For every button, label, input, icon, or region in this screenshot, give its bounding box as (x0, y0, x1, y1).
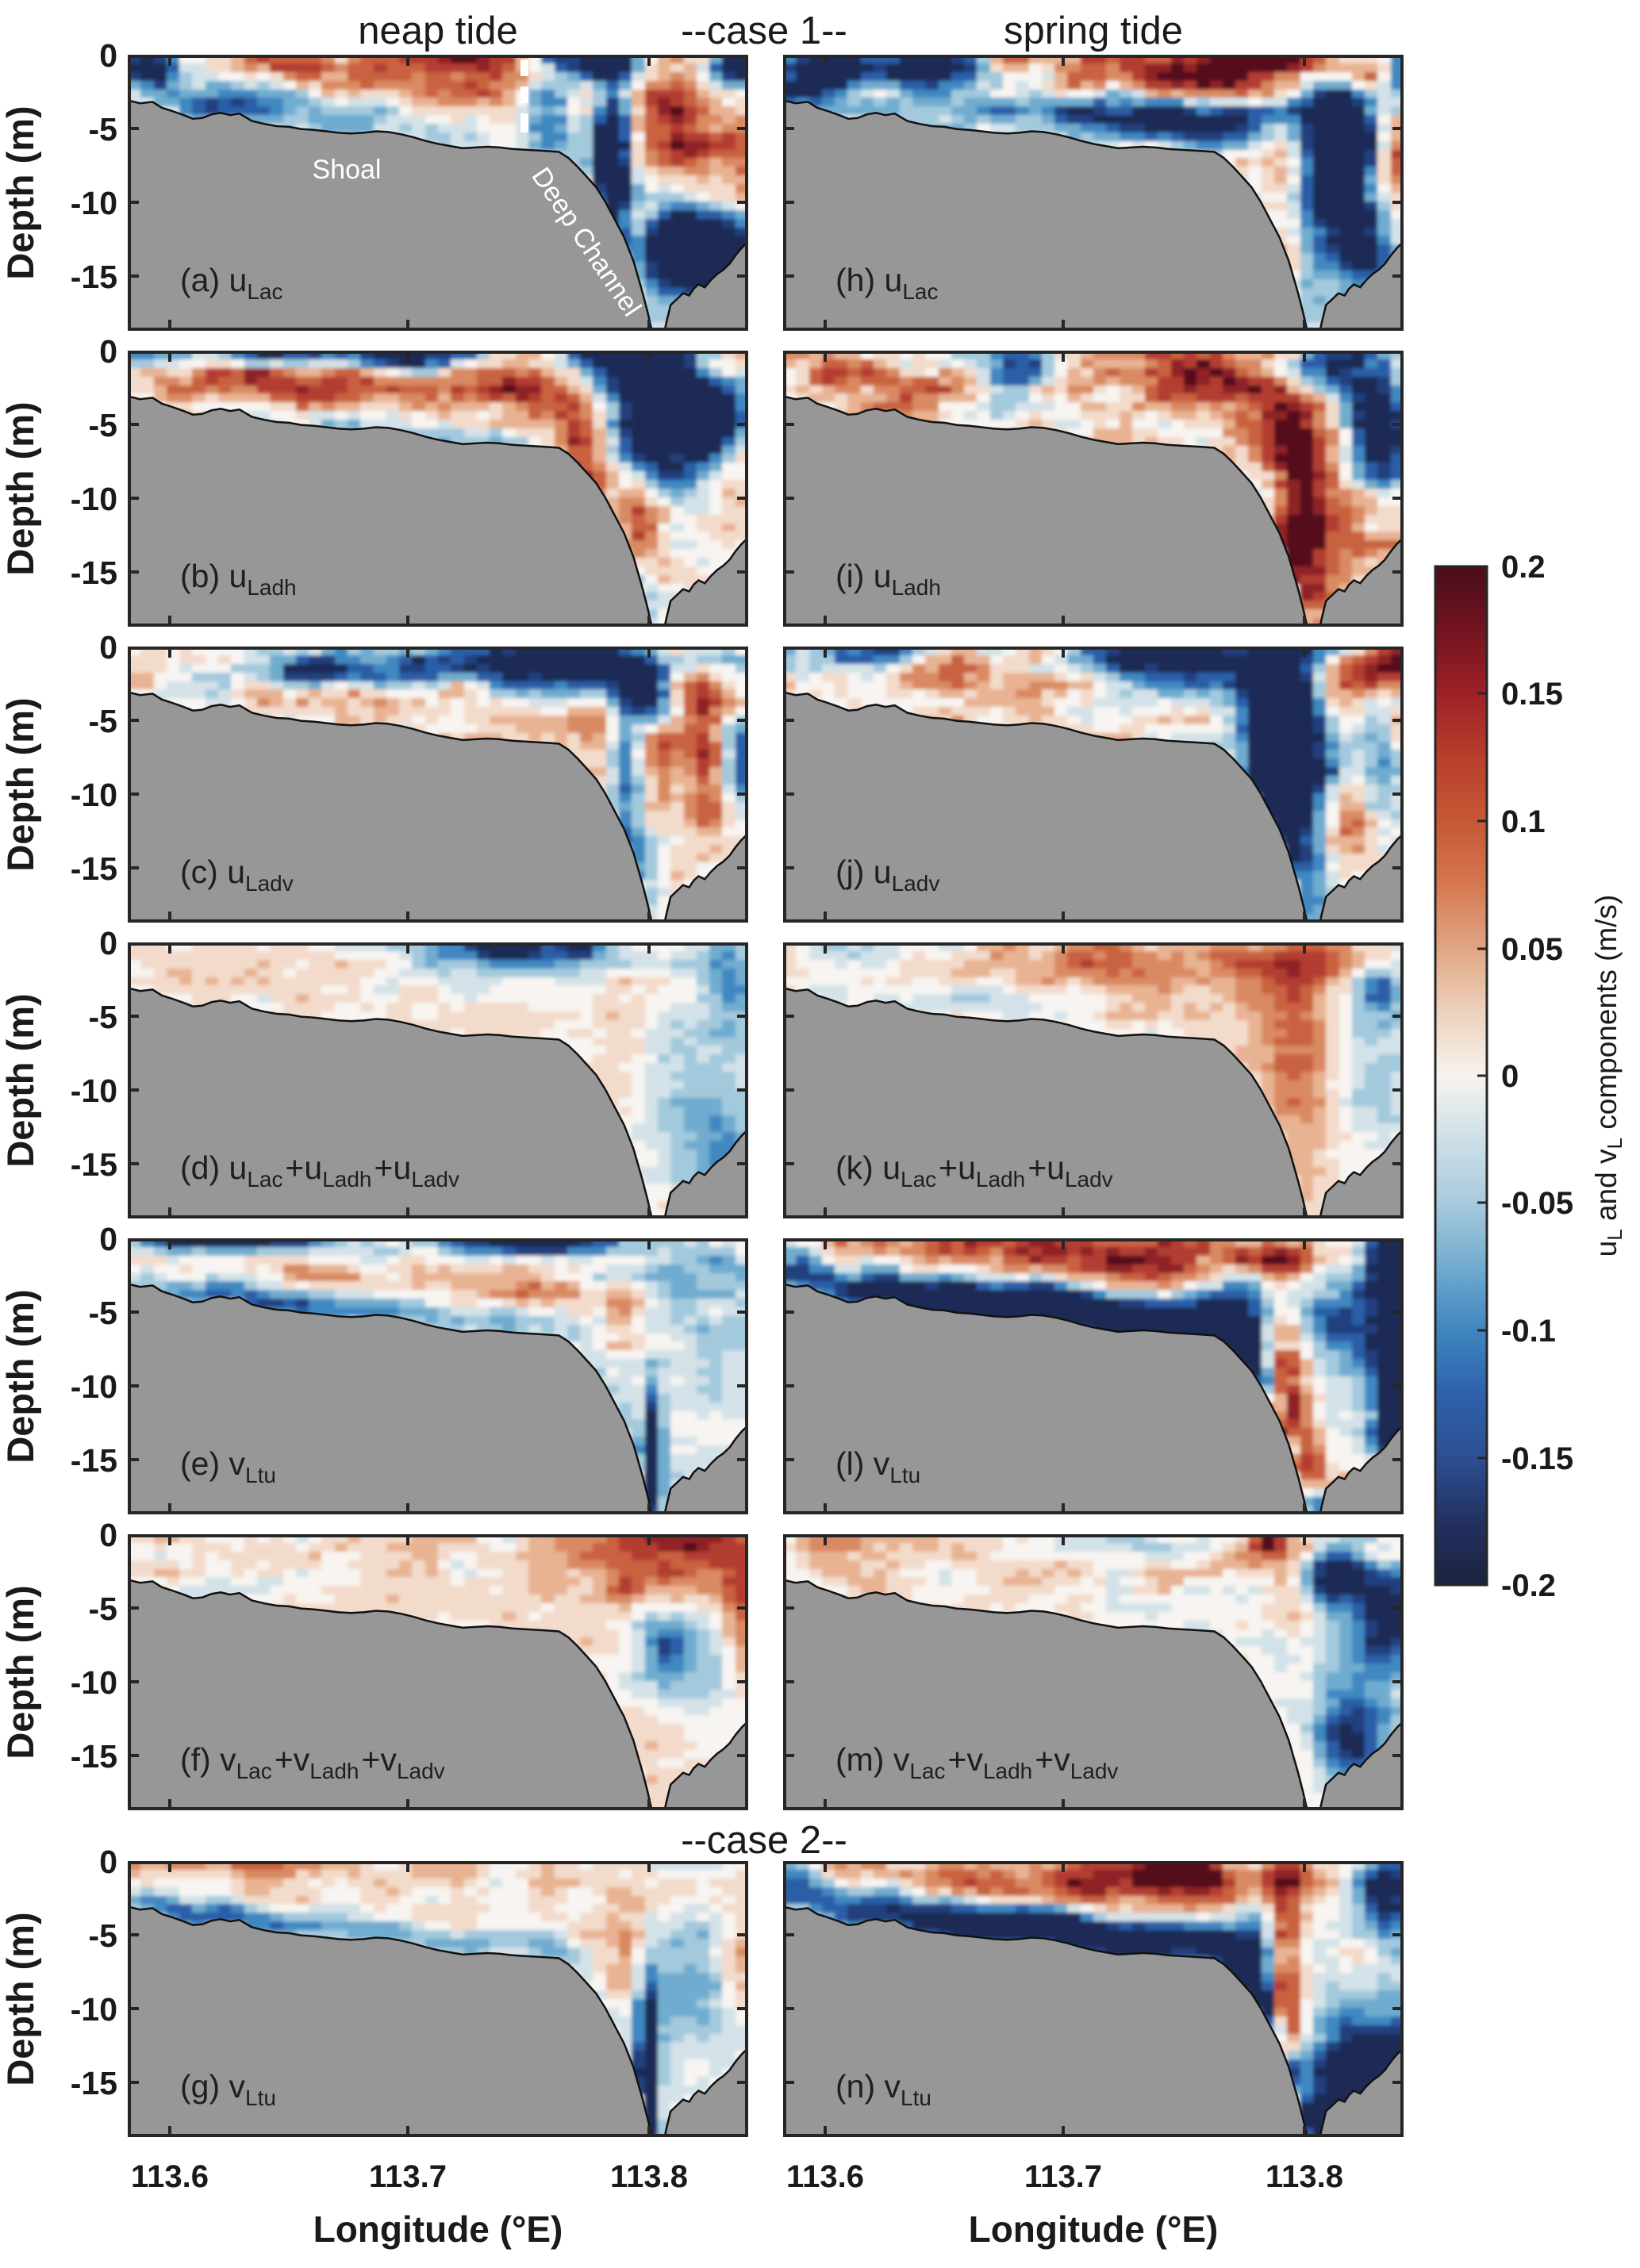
svg-text:-0.05: -0.05 (1501, 1186, 1573, 1221)
svg-text:-10: -10 (71, 777, 117, 813)
svg-text:Depth (m): Depth (m) (0, 1585, 41, 1759)
svg-text:0: 0 (1501, 1059, 1519, 1094)
svg-text:Depth (m): Depth (m) (0, 401, 41, 575)
svg-text:--case 2--: --case 2-- (681, 1819, 847, 1862)
svg-text:0: 0 (99, 1844, 117, 1880)
svg-text:0: 0 (99, 925, 117, 961)
svg-text:Depth (m): Depth (m) (0, 106, 41, 279)
svg-text:-10: -10 (71, 185, 117, 221)
svg-text:0.15: 0.15 (1501, 677, 1563, 712)
svg-text:0.1: 0.1 (1501, 804, 1546, 839)
svg-text:-10: -10 (71, 1991, 117, 2028)
svg-text:-5: -5 (89, 407, 117, 443)
svg-text:113.6: 113.6 (786, 2159, 864, 2194)
svg-text:Longitude (°E): Longitude (°E) (969, 2209, 1219, 2250)
svg-text:-5: -5 (89, 1591, 117, 1627)
svg-text:-10: -10 (71, 481, 117, 517)
svg-text:-0.15: -0.15 (1501, 1441, 1573, 1476)
svg-text:neap tide: neap tide (358, 10, 518, 52)
svg-text:113.7: 113.7 (1024, 2159, 1102, 2194)
svg-text:(i) uLadh: (i) uLadh (835, 558, 941, 600)
svg-text:Depth (m): Depth (m) (0, 1289, 41, 1463)
svg-text:-15: -15 (71, 1146, 117, 1183)
svg-text:0.05: 0.05 (1501, 932, 1563, 967)
svg-text:-0.1: -0.1 (1501, 1314, 1556, 1349)
svg-text:-15: -15 (71, 1442, 117, 1479)
svg-text:(m) vLac+vLadh+vLadv: (m) vLac+vLadh+vLadv (835, 1741, 1118, 1783)
svg-text:-15: -15 (71, 2065, 117, 2101)
svg-text:0: 0 (99, 37, 117, 74)
svg-text:-5: -5 (89, 1295, 117, 1331)
svg-text:-10: -10 (71, 1073, 117, 1109)
svg-text:Depth (m): Depth (m) (0, 697, 41, 871)
svg-text:-15: -15 (71, 555, 117, 591)
svg-text:0.2: 0.2 (1501, 550, 1546, 585)
svg-text:-5: -5 (89, 703, 117, 739)
svg-text:(g) vLtu: (g) vLtu (180, 2068, 276, 2110)
svg-text:113.8: 113.8 (1266, 2159, 1343, 2194)
svg-text:113.6: 113.6 (131, 2159, 209, 2194)
svg-text:-5: -5 (89, 1917, 117, 1954)
svg-text:113.8: 113.8 (610, 2159, 688, 2194)
svg-text:-15: -15 (71, 1738, 117, 1775)
svg-text:-10: -10 (71, 1368, 117, 1405)
svg-text:(c) uLadv: (c) uLadv (180, 854, 294, 896)
svg-text:Shoal: Shoal (313, 155, 382, 185)
svg-text:Depth (m): Depth (m) (0, 1912, 41, 2086)
svg-text:--case 1--: --case 1-- (681, 10, 847, 52)
svg-text:0: 0 (99, 333, 117, 370)
svg-text:spring tide: spring tide (1004, 10, 1183, 52)
svg-text:-15: -15 (71, 850, 117, 887)
svg-text:-5: -5 (89, 999, 117, 1035)
svg-text:uL and vL components (m/s): uL and vL components (m/s) (1590, 895, 1627, 1257)
svg-text:0: 0 (99, 629, 117, 666)
svg-text:-5: -5 (89, 111, 117, 148)
svg-text:-15: -15 (71, 259, 117, 295)
svg-text:Longitude (°E): Longitude (°E) (313, 2209, 563, 2250)
svg-text:-0.2: -0.2 (1501, 1568, 1556, 1603)
svg-text:Depth (m): Depth (m) (0, 993, 41, 1167)
svg-text:113.7: 113.7 (369, 2159, 447, 2194)
svg-text:-10: -10 (71, 1664, 117, 1701)
svg-text:0: 0 (99, 1517, 117, 1553)
svg-text:0: 0 (99, 1221, 117, 1257)
